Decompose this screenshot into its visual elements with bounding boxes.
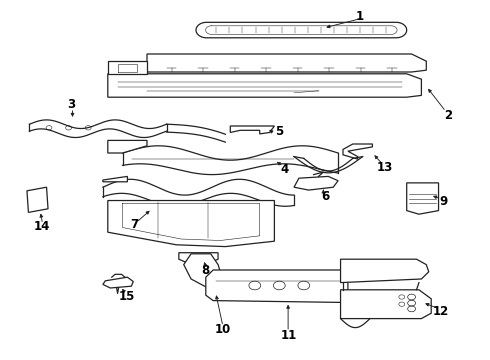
Text: 5: 5 [275, 125, 283, 138]
Text: 11: 11 [281, 329, 297, 342]
Polygon shape [341, 290, 431, 319]
Polygon shape [230, 126, 274, 134]
Text: 14: 14 [33, 220, 50, 233]
Polygon shape [103, 176, 127, 182]
Polygon shape [196, 22, 407, 38]
Text: 13: 13 [376, 161, 393, 174]
Polygon shape [27, 187, 48, 212]
Text: 6: 6 [322, 190, 330, 203]
Polygon shape [103, 277, 133, 288]
Polygon shape [108, 74, 421, 97]
Polygon shape [147, 54, 426, 72]
Text: 10: 10 [215, 323, 231, 336]
Polygon shape [108, 140, 147, 153]
Text: 3: 3 [67, 98, 75, 111]
Polygon shape [343, 144, 372, 159]
Text: 7: 7 [131, 219, 139, 231]
Text: 15: 15 [118, 291, 135, 303]
Polygon shape [108, 201, 274, 247]
Text: 1: 1 [356, 10, 364, 23]
Polygon shape [184, 254, 225, 293]
Polygon shape [108, 61, 147, 74]
Polygon shape [206, 270, 348, 302]
Text: 12: 12 [433, 305, 449, 318]
Text: 4: 4 [280, 163, 288, 176]
Text: 8: 8 [202, 264, 210, 276]
Polygon shape [407, 183, 439, 214]
Polygon shape [294, 176, 338, 190]
Polygon shape [179, 253, 218, 266]
Polygon shape [341, 259, 429, 283]
Text: 9: 9 [440, 195, 447, 208]
Text: 2: 2 [444, 109, 452, 122]
